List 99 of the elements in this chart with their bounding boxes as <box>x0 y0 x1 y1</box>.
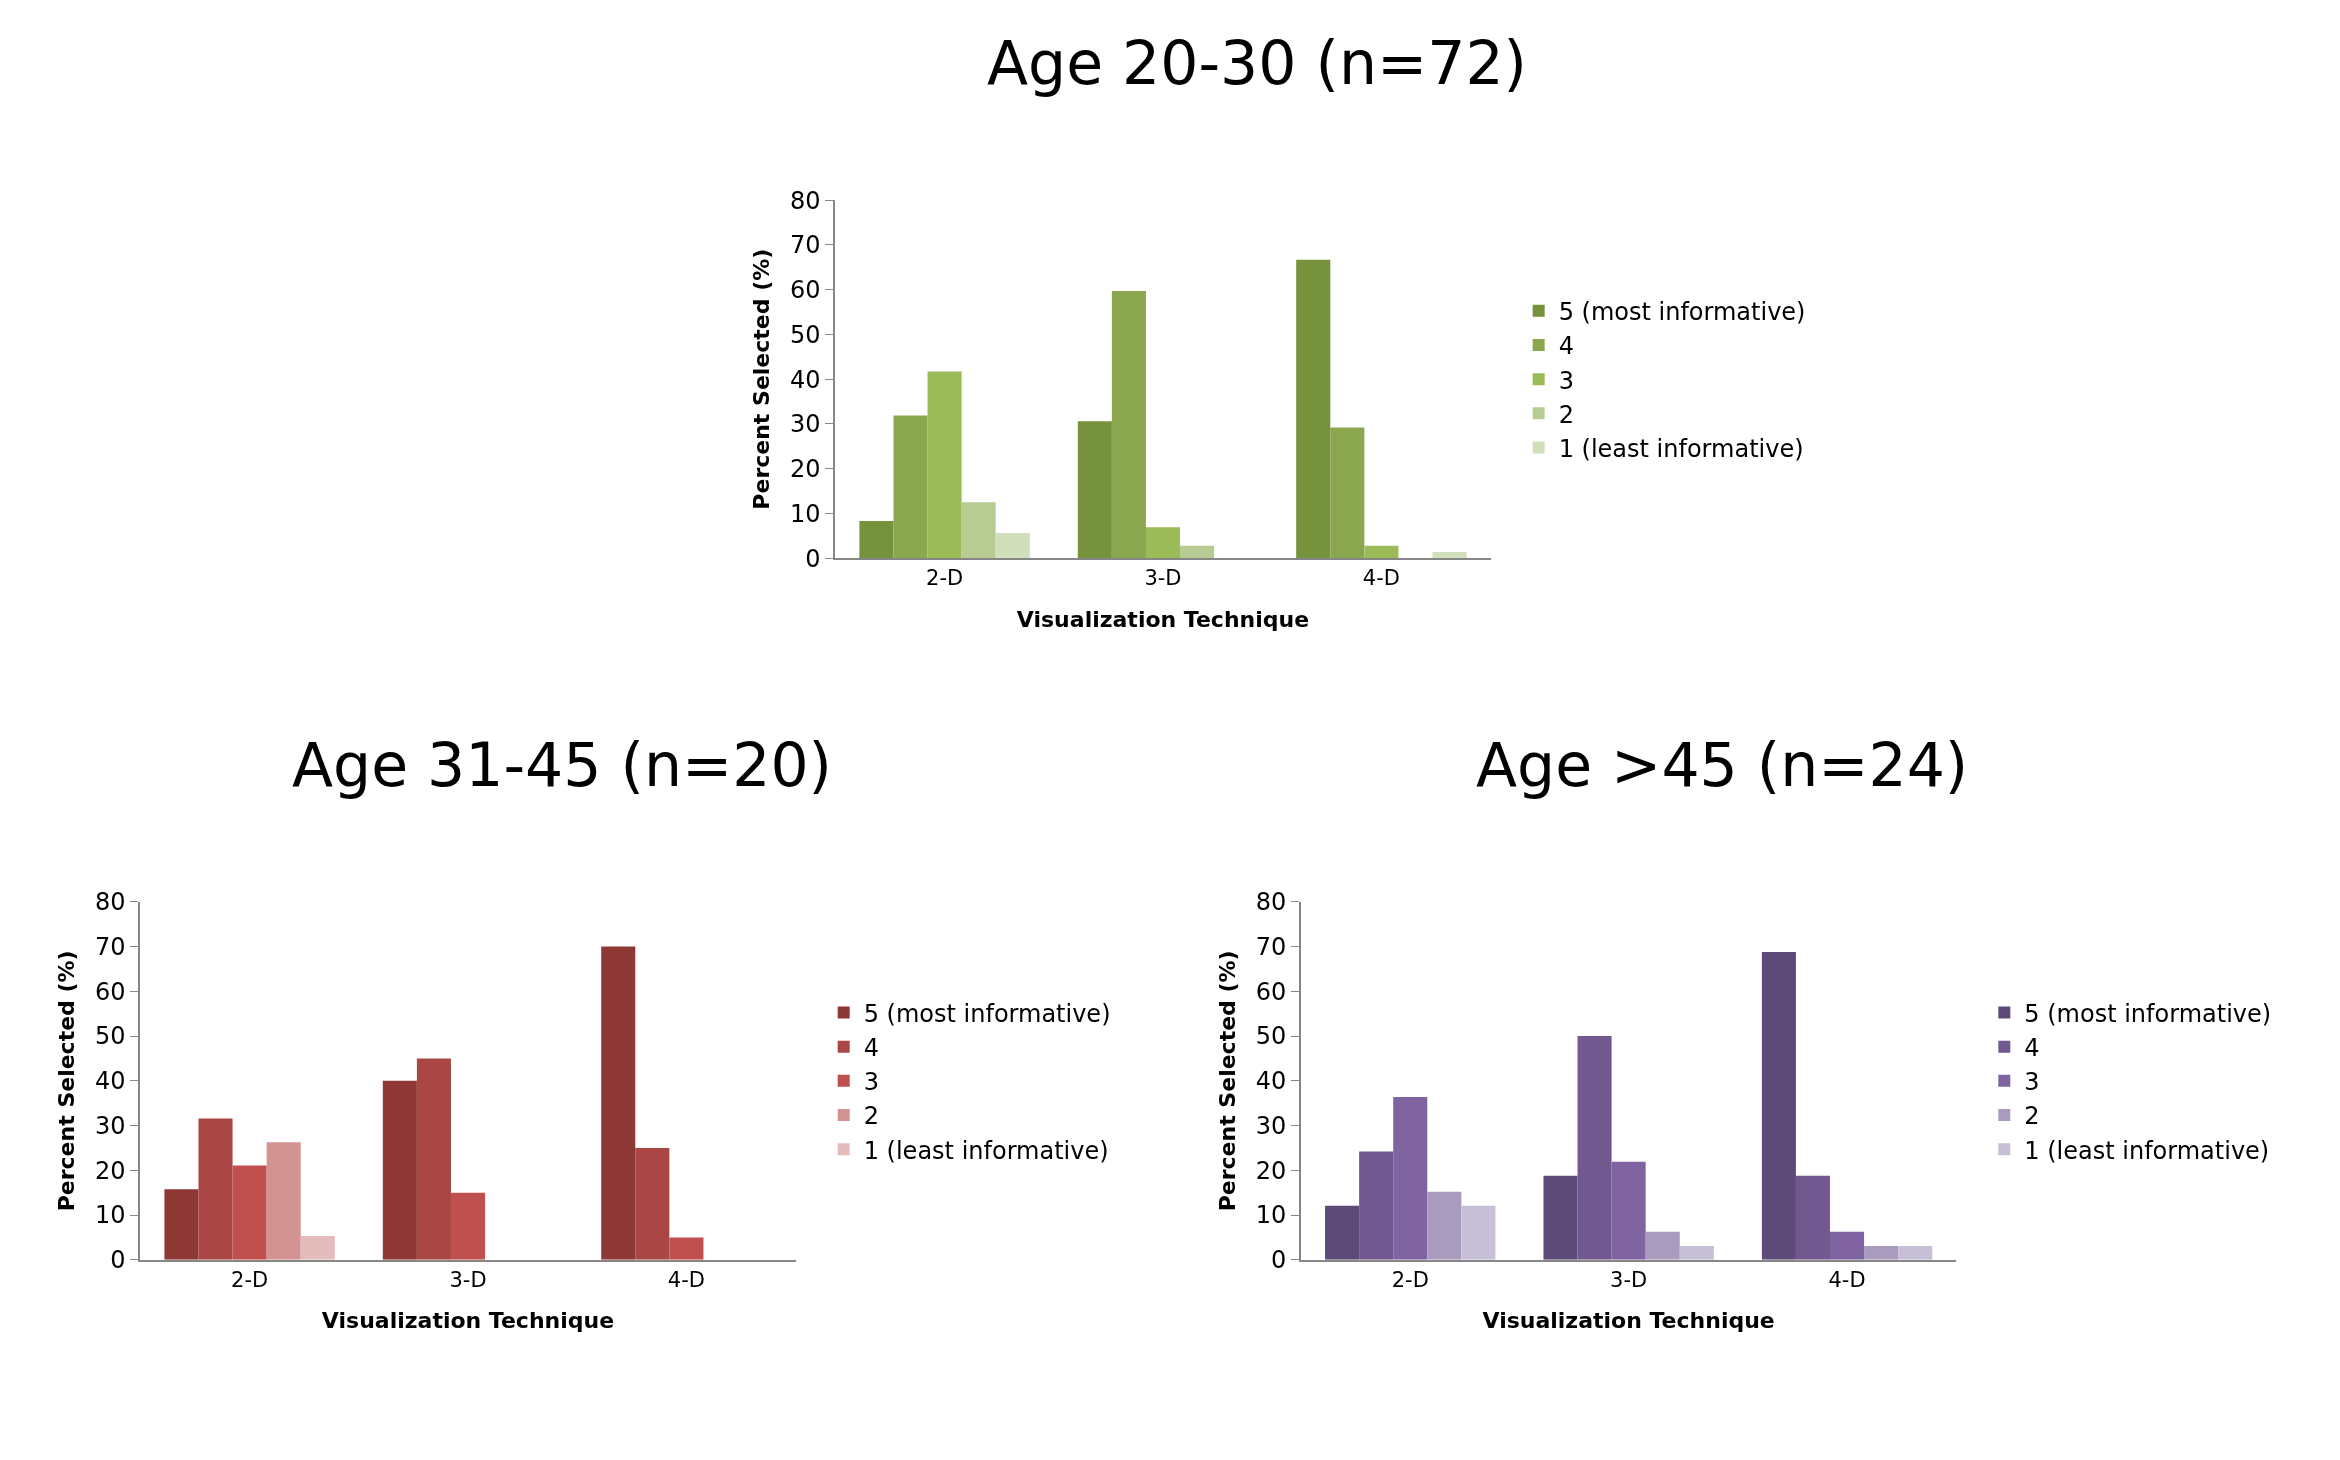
x-tick-label: 2-D <box>231 1268 269 1293</box>
x-tick-label: 4-D <box>667 1268 705 1293</box>
y-tick-label: 10 <box>1255 1201 1287 1230</box>
bar <box>164 1189 199 1260</box>
x-tick-label: 3-D <box>1610 1268 1648 1293</box>
bar <box>1296 259 1331 559</box>
bar <box>961 502 996 559</box>
x-axis-title: Visualization Technique <box>1016 606 1310 632</box>
y-axis-title: Percent Selected (%) <box>54 950 80 1212</box>
bar <box>1359 1151 1394 1260</box>
x-tick-label: 3-D <box>449 1268 487 1293</box>
x-tick-label: 2-D <box>926 566 964 591</box>
bar <box>1795 1175 1830 1260</box>
bar <box>232 1165 267 1260</box>
bar <box>1111 291 1146 559</box>
y-tick-label: 40 <box>1255 1067 1287 1096</box>
legend-label: 2 <box>863 1102 879 1131</box>
y-tick-label: 70 <box>95 932 126 961</box>
chart-title: Age >45 (n=24) <box>1476 730 1969 800</box>
bar <box>416 1058 451 1260</box>
x-tick-label: 4-D <box>1362 566 1400 591</box>
x-tick-label: 4-D <box>1828 1268 1866 1293</box>
bar <box>1393 1096 1428 1260</box>
bar <box>300 1236 335 1260</box>
legend-label: 5 (most informative) <box>2024 999 2272 1028</box>
bar <box>1577 1036 1612 1260</box>
legend-label: 1 (least informative) <box>863 1136 1109 1165</box>
y-tick-label: 80 <box>790 186 821 215</box>
y-tick-label: 50 <box>1255 1022 1287 1051</box>
bar <box>635 1147 670 1260</box>
y-tick-label: 50 <box>95 1022 126 1051</box>
y-tick-label: 10 <box>95 1201 126 1230</box>
bar <box>1830 1231 1865 1260</box>
x-tick-label: 2-D <box>1391 1268 1429 1293</box>
y-tick-label: 60 <box>790 276 821 305</box>
bar <box>1761 951 1796 1260</box>
bar <box>927 371 962 559</box>
bar <box>266 1142 301 1260</box>
chart-title: Age 20-30 (n=72) <box>987 28 1527 98</box>
y-tick-label: 0 <box>1270 1246 1287 1275</box>
y-tick-label: 80 <box>95 888 126 917</box>
legend-label: 4 <box>2024 1034 2040 1062</box>
legend-label: 5 (most informative) <box>863 999 1111 1028</box>
y-tick-label: 60 <box>1255 977 1287 1006</box>
y-tick-label: 20 <box>95 1156 126 1185</box>
y-axis-title: Percent Selected (%) <box>1214 950 1240 1212</box>
bar <box>1461 1205 1496 1260</box>
y-tick-label: 40 <box>790 365 821 394</box>
bar <box>1432 551 1467 559</box>
bar <box>1427 1191 1462 1260</box>
chart-title: Age 31-45 (n=20) <box>292 730 832 800</box>
bar <box>1645 1231 1680 1260</box>
y-tick-label: 0 <box>805 544 821 573</box>
bar <box>601 946 636 1260</box>
legend-label: 3 <box>1558 366 1574 395</box>
y-tick-label: 0 <box>110 1246 126 1275</box>
x-axis-title: Visualization Technique <box>321 1308 615 1334</box>
bar <box>893 415 928 559</box>
y-tick-label: 50 <box>790 320 821 349</box>
legend-label: 1 (least informative) <box>1558 434 1804 463</box>
bar <box>1898 1245 1933 1260</box>
legend-label: 3 <box>863 1068 879 1097</box>
bar <box>382 1080 417 1260</box>
y-axis-title: Percent Selected (%) <box>749 248 775 510</box>
x-tick-label: 3-D <box>1144 566 1182 591</box>
bar <box>1611 1161 1646 1260</box>
bar <box>669 1237 704 1260</box>
bar <box>450 1192 486 1260</box>
legend-label: 2 <box>2024 1102 2040 1131</box>
y-tick-label: 70 <box>790 231 821 260</box>
y-tick-label: 40 <box>95 1067 126 1096</box>
x-axis-title: Visualization Technique <box>1482 1308 1775 1334</box>
y-tick-label: 60 <box>95 977 126 1006</box>
y-tick-label: 80 <box>1255 888 1287 917</box>
y-tick-label: 30 <box>1255 1111 1287 1140</box>
bar <box>198 1118 233 1260</box>
legend-label: 5 (most informative) <box>1558 298 1806 327</box>
bar <box>1145 527 1181 559</box>
y-tick-label: 20 <box>790 455 821 484</box>
y-tick-label: 30 <box>95 1111 126 1140</box>
bar <box>1180 545 1215 559</box>
y-tick-label: 70 <box>1255 932 1287 961</box>
bar <box>1543 1175 1578 1260</box>
bar <box>1364 545 1399 559</box>
y-tick-label: 20 <box>1255 1156 1287 1185</box>
legend-label: 4 <box>1558 332 1574 361</box>
bar <box>1330 427 1365 559</box>
bar <box>995 533 1030 559</box>
bar <box>1864 1245 1899 1260</box>
y-tick-label: 30 <box>790 410 821 439</box>
y-tick-label: 10 <box>790 499 821 528</box>
bar <box>1679 1245 1714 1260</box>
bar <box>859 521 894 559</box>
legend-label: 3 <box>2024 1068 2040 1097</box>
bar <box>1325 1205 1360 1260</box>
legend-label: 2 <box>1558 400 1574 429</box>
legend-label: 4 <box>863 1034 879 1062</box>
legend-label: 1 (least informative) <box>2024 1136 2270 1165</box>
bar <box>1077 421 1112 559</box>
